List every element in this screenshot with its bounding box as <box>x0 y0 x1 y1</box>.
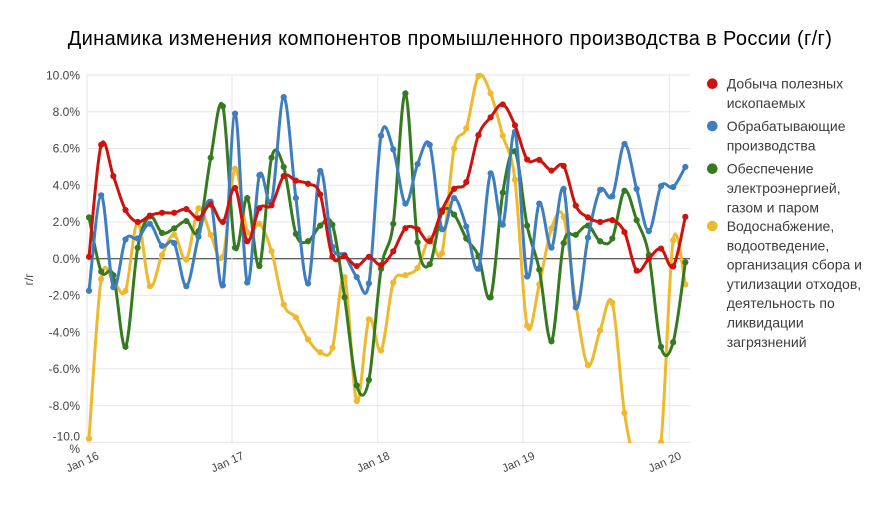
svg-text:2.0%: 2.0% <box>53 215 81 229</box>
svg-text:г/г: г/г <box>22 273 36 286</box>
svg-text:утилизации отходов,: утилизации отходов, <box>727 276 861 292</box>
svg-text:%: % <box>69 442 80 456</box>
svg-text:Обеспечение: Обеспечение <box>727 161 814 177</box>
svg-text:Обрабатывающие: Обрабатывающие <box>727 118 846 134</box>
svg-text:деятельность по: деятельность по <box>727 295 835 311</box>
svg-text:водоотведение,: водоотведение, <box>727 237 830 253</box>
svg-text:ископаемых: ископаемых <box>727 95 806 111</box>
svg-text:Динамика изменения компонентов: Динамика изменения компонентов промышлен… <box>68 28 832 50</box>
svg-text:6.0%: 6.0% <box>53 142 81 156</box>
svg-text:0.0%: 0.0% <box>53 252 81 266</box>
svg-text:10.0%: 10.0% <box>46 68 80 82</box>
svg-text:-2.0%: -2.0% <box>49 289 81 303</box>
svg-text:4.0%: 4.0% <box>53 178 81 192</box>
svg-text:ликвидации: ликвидации <box>727 315 804 331</box>
svg-text:организация сбора и: организация сбора и <box>727 257 862 273</box>
svg-text:-8.0%: -8.0% <box>49 399 81 413</box>
svg-text:-4.0%: -4.0% <box>49 325 81 339</box>
svg-text:загрязнений: загрязнений <box>727 334 807 350</box>
svg-text:электроэнергией,: электроэнергией, <box>727 180 841 196</box>
svg-text:8.0%: 8.0% <box>53 105 81 119</box>
svg-text:производства: производства <box>727 137 816 153</box>
svg-text:Добыча полезных: Добыча полезных <box>727 76 843 92</box>
svg-text:-10.0: -10.0 <box>53 429 81 443</box>
svg-text:Водоснабжение,: Водоснабжение, <box>727 218 835 234</box>
svg-text:газом и паром: газом и паром <box>727 199 819 215</box>
svg-text:-6.0%: -6.0% <box>49 362 81 376</box>
